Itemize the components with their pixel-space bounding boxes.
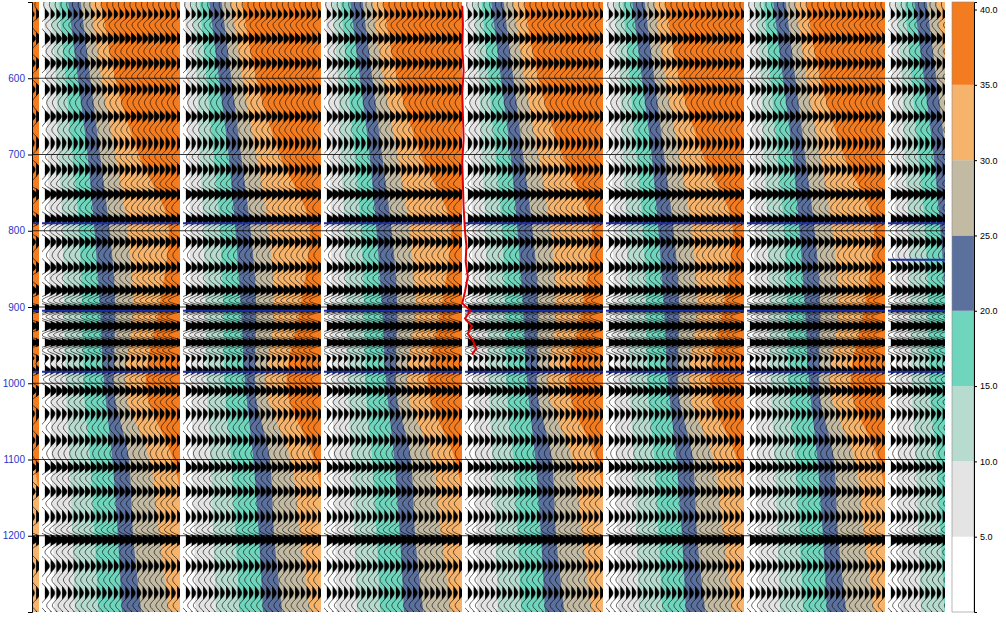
tick: 600 xyxy=(8,73,32,84)
tick-mark xyxy=(28,231,32,232)
plot-area xyxy=(32,2,945,612)
colorbar-bin xyxy=(952,537,974,612)
horizon xyxy=(183,222,321,224)
horizon xyxy=(606,310,744,312)
tick-mark xyxy=(974,537,977,538)
horizon xyxy=(747,222,885,224)
tick-mark xyxy=(28,307,32,308)
tick-label: 35.0 xyxy=(980,80,998,90)
tick: 900 xyxy=(8,302,32,313)
tick: 1100 xyxy=(3,454,32,465)
tick-mark xyxy=(28,536,32,537)
horizon xyxy=(465,371,603,373)
horizon xyxy=(747,371,885,373)
horizon xyxy=(42,222,180,224)
horizon xyxy=(32,371,39,373)
tick: 15.0 xyxy=(974,381,998,391)
y-axis: 600 700 800 900 1000 1100 1200 xyxy=(3,3,33,613)
tick: 10.0 xyxy=(974,457,998,467)
tick-label: 600 xyxy=(8,73,25,84)
colorbar-bin xyxy=(952,2,974,85)
tick-mark xyxy=(28,78,32,79)
horizon xyxy=(747,310,885,312)
horizon xyxy=(32,222,39,224)
tick: 1000 xyxy=(3,378,32,389)
grid-line xyxy=(32,154,945,155)
tick: 35.0 xyxy=(974,80,998,90)
tick-mark xyxy=(974,311,977,312)
tick-mark xyxy=(974,461,977,462)
grid-line xyxy=(32,307,945,308)
tick-mark xyxy=(974,235,977,236)
grid-line xyxy=(32,459,945,460)
horizon xyxy=(42,310,180,312)
horizon xyxy=(32,310,39,312)
grid-line xyxy=(32,383,945,384)
tick-label: 700 xyxy=(8,149,25,160)
horizon xyxy=(183,310,321,312)
horizon xyxy=(324,222,462,224)
grid-line xyxy=(32,535,945,536)
colorbar xyxy=(952,2,974,612)
tick-mark xyxy=(974,386,977,387)
horizon xyxy=(465,310,603,312)
axis-line xyxy=(28,3,33,613)
axis-line xyxy=(975,3,978,613)
tick-mark xyxy=(28,155,32,156)
tick-label: 10.0 xyxy=(980,457,998,467)
colorbar-bin xyxy=(952,160,974,235)
tick: 800 xyxy=(8,225,32,236)
horizon xyxy=(888,310,945,312)
tick: 1200 xyxy=(3,530,32,541)
tick-label: 1100 xyxy=(3,454,25,465)
chart: 600 700 800 900 1000 1100 1200 5.0 10.0 15.0 20.0 2… xyxy=(0,0,1006,627)
tick: 20.0 xyxy=(974,306,998,316)
tick-mark xyxy=(974,85,977,86)
colorbar-frame xyxy=(952,2,974,612)
tick-label: 25.0 xyxy=(980,231,998,241)
tick-label: 800 xyxy=(8,225,25,236)
tick-label: 15.0 xyxy=(980,381,998,391)
tick-label: 20.0 xyxy=(980,306,998,316)
tick-mark xyxy=(974,10,977,11)
horizon xyxy=(183,371,321,373)
horizon xyxy=(888,222,945,224)
tick-label: 900 xyxy=(8,302,25,313)
tick-mark xyxy=(974,160,977,161)
tick-label: 40.0 xyxy=(980,5,998,15)
horizon xyxy=(324,310,462,312)
tick-label: 30.0 xyxy=(980,156,998,166)
horizon xyxy=(888,371,945,373)
colorbar-bin xyxy=(952,461,974,536)
colorbar-bin xyxy=(952,386,974,461)
tick: 700 xyxy=(8,149,32,160)
colorbar-bin xyxy=(952,85,974,160)
grid-line xyxy=(32,230,945,231)
colorbar-axis: 5.0 10.0 15.0 20.0 25.0 30.0 35.0 40.0 xyxy=(974,3,998,613)
tick: 30.0 xyxy=(974,156,998,166)
tick-label: 5.0 xyxy=(980,532,993,542)
well-log xyxy=(462,6,476,354)
tick: 5.0 xyxy=(974,532,993,542)
horizon xyxy=(888,259,945,261)
tick-mark xyxy=(28,460,32,461)
horizon xyxy=(324,371,462,373)
horizon xyxy=(42,371,180,373)
colorbar-bin xyxy=(952,311,974,386)
tick-label: 1200 xyxy=(3,530,26,541)
horizon xyxy=(606,371,744,373)
tick: 40.0 xyxy=(974,5,998,15)
tick-mark xyxy=(28,383,32,384)
grid-line xyxy=(32,78,945,79)
horizon xyxy=(465,222,603,224)
colorbar-bin xyxy=(952,235,974,310)
horizon xyxy=(606,222,744,224)
tick: 25.0 xyxy=(974,231,998,241)
tick-label: 1000 xyxy=(3,378,26,389)
